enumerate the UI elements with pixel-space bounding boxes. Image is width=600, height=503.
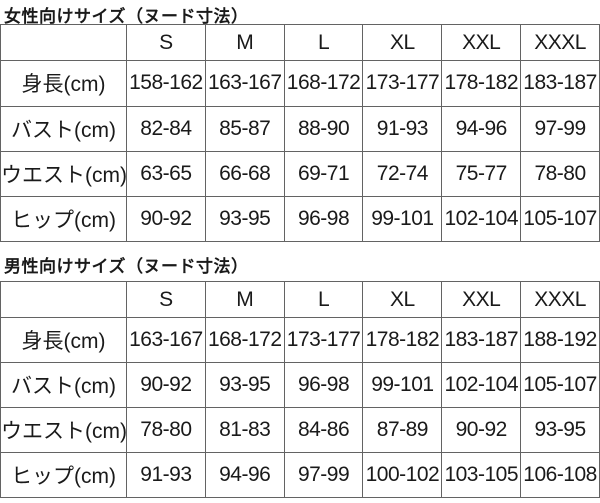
measurement-cell: 102-104 <box>441 362 522 409</box>
measurement-cell: 168-172 <box>204 317 285 364</box>
size-header-cell: XXXL <box>520 280 600 319</box>
measurement-cell: 105-107 <box>520 362 600 409</box>
measurement-cell: 91-93 <box>126 452 206 498</box>
measurement-cell: 75-77 <box>441 150 522 197</box>
size-header-cell: M <box>204 280 285 319</box>
measurement-cell: 168-172 <box>283 60 364 107</box>
measurement-cell: 173-177 <box>362 60 443 107</box>
size-header-cell: S <box>126 23 206 62</box>
measurement-cell: 102-104 <box>441 195 522 243</box>
measurement-cell: 72-74 <box>362 150 443 197</box>
measurement-cell: 93-95 <box>204 195 285 243</box>
measurement-cell: 103-105 <box>441 452 522 498</box>
measurement-cell: 99-101 <box>362 195 443 243</box>
measurement-cell: 93-95 <box>520 407 600 454</box>
measurement-cell: 84-86 <box>283 407 364 454</box>
corner-cell <box>0 23 127 62</box>
measurement-cell: 183-187 <box>520 60 600 107</box>
measurement-cell: 90-92 <box>126 362 206 409</box>
measurement-cell: 178-182 <box>362 317 443 364</box>
measurement-cell: 90-92 <box>126 195 206 243</box>
header-row: S M L XL XXL XXXL <box>0 280 600 319</box>
header-row: S M L XL XXL XXXL <box>0 23 600 62</box>
measurement-cell: 69-71 <box>283 150 364 197</box>
measurement-cell: 78-80 <box>520 150 600 197</box>
row-label-cell: ウエスト(cm) <box>0 407 127 454</box>
measurement-cell: 99-101 <box>362 362 443 409</box>
measurement-cell: 100-102 <box>362 452 443 498</box>
table-row: バスト(cm) 82-84 85-87 88-90 91-93 94-96 97… <box>0 105 600 152</box>
size-header-cell: L <box>283 280 364 319</box>
size-header-cell: XXXL <box>520 23 600 62</box>
measurement-cell: 66-68 <box>204 150 285 197</box>
row-label-cell: 身長(cm) <box>0 60 127 107</box>
measurement-cell: 163-167 <box>126 317 206 364</box>
row-label-cell: ヒップ(cm) <box>0 195 127 243</box>
measurement-cell: 163-167 <box>204 60 285 107</box>
size-header-cell: M <box>204 23 285 62</box>
row-label-cell: ウエスト(cm) <box>0 150 127 197</box>
corner-cell <box>0 280 127 319</box>
measurement-cell: 97-99 <box>283 452 364 498</box>
measurement-cell: 90-92 <box>441 407 522 454</box>
measurement-cell: 63-65 <box>126 150 206 197</box>
measurement-cell: 173-177 <box>283 317 364 364</box>
table-row: ウエスト(cm) 78-80 81-83 84-86 87-89 90-92 9… <box>0 407 600 454</box>
measurement-cell: 105-107 <box>520 195 600 243</box>
measurement-cell: 158-162 <box>126 60 206 107</box>
table-row: ヒップ(cm) 91-93 94-96 97-99 100-102 103-10… <box>0 452 600 498</box>
size-header-cell: XXL <box>441 280 522 319</box>
size-header-cell: XL <box>362 280 443 319</box>
table-row: 身長(cm) 158-162 163-167 168-172 173-177 1… <box>0 60 600 107</box>
measurement-cell: 96-98 <box>283 362 364 409</box>
size-header-cell: XXL <box>441 23 522 62</box>
size-header-cell: XL <box>362 23 443 62</box>
table-row: ウエスト(cm) 63-65 66-68 69-71 72-74 75-77 7… <box>0 150 600 197</box>
measurement-cell: 81-83 <box>204 407 285 454</box>
womens-size-table: S M L XL XXL XXXL 身長(cm) 158-162 163-167… <box>0 23 600 243</box>
measurement-cell: 82-84 <box>126 105 206 152</box>
measurement-cell: 96-98 <box>283 195 364 243</box>
mens-size-table: S M L XL XXL XXXL 身長(cm) 163-167 168-172… <box>0 280 600 498</box>
measurement-cell: 94-96 <box>441 105 522 152</box>
table-row: 身長(cm) 163-167 168-172 173-177 178-182 1… <box>0 317 600 364</box>
table-row: ヒップ(cm) 90-92 93-95 96-98 99-101 102-104… <box>0 195 600 243</box>
mens-size-title: 男性向けサイズ（ヌード寸法） <box>4 257 249 276</box>
measurement-cell: 188-192 <box>520 317 600 364</box>
womens-size-title: 女性向けサイズ（ヌード寸法） <box>4 7 249 26</box>
measurement-cell: 97-99 <box>520 105 600 152</box>
row-label-cell: ヒップ(cm) <box>0 452 127 498</box>
measurement-cell: 106-108 <box>520 452 600 498</box>
row-label-cell: バスト(cm) <box>0 105 127 152</box>
size-header-cell: S <box>126 280 206 319</box>
measurement-cell: 88-90 <box>283 105 364 152</box>
measurement-cell: 78-80 <box>126 407 206 454</box>
measurement-cell: 91-93 <box>362 105 443 152</box>
table-row: バスト(cm) 90-92 93-95 96-98 99-101 102-104… <box>0 362 600 409</box>
measurement-cell: 183-187 <box>441 317 522 364</box>
size-header-cell: L <box>283 23 364 62</box>
measurement-cell: 93-95 <box>204 362 285 409</box>
row-label-cell: 身長(cm) <box>0 317 127 364</box>
measurement-cell: 178-182 <box>441 60 522 107</box>
row-label-cell: バスト(cm) <box>0 362 127 409</box>
measurement-cell: 94-96 <box>204 452 285 498</box>
measurement-cell: 85-87 <box>204 105 285 152</box>
measurement-cell: 87-89 <box>362 407 443 454</box>
